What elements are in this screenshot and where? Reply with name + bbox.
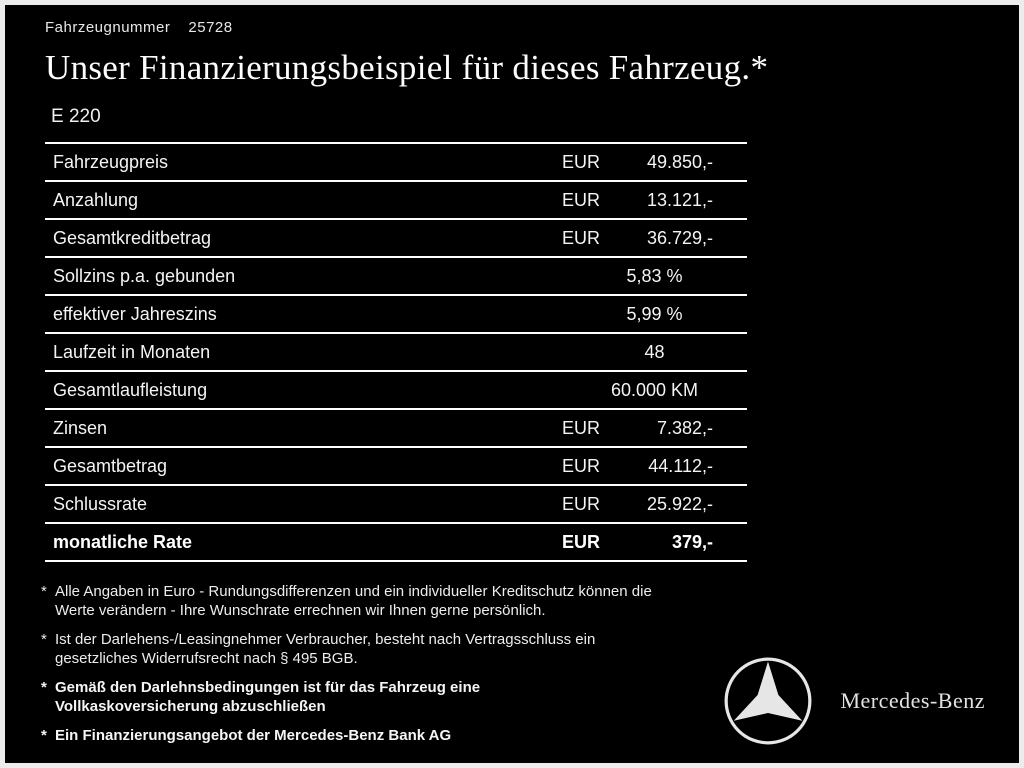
currency-label: EUR	[562, 189, 601, 210]
footnote: * Gemäß den Darlehnsbedingungen ist für d…	[41, 678, 983, 716]
footnote: * Alle Angaben in Euro - Rundungsdifferen…	[41, 582, 983, 620]
row-label: Gesamtbetrag	[53, 455, 168, 476]
footnote-marker: *	[41, 583, 47, 600]
footnote-text: Ein Finanzierungsangebot der Mercedes-Be…	[55, 727, 452, 744]
row-label: Laufzeit in Monaten	[53, 341, 211, 362]
row-value: EUR 379,-	[562, 532, 747, 553]
vehicle-model: E 220	[51, 106, 101, 127]
amount-value: 25.922,-	[646, 493, 713, 514]
table-row: Zinsen EUR 7.382,-	[45, 408, 747, 446]
row-label: Schlussrate	[53, 493, 148, 514]
footnote-text: Alle Angaben in Euro - Rundungsdifferenz…	[55, 583, 652, 619]
table-row: Schlussrate EUR 25.922,-	[45, 484, 747, 522]
row-value: EUR 25.922,-	[562, 494, 747, 515]
brand-area: Mercedes-Benz	[722, 655, 985, 747]
row-value: 5,99 %	[562, 304, 747, 325]
vehicle-number-value: 25728	[188, 19, 233, 36]
row-label: effektiver Jahreszins	[53, 303, 217, 324]
row-value: EUR 13.121,-	[562, 190, 747, 211]
amount-value: 5,99 %	[626, 303, 683, 324]
footnotes: * Alle Angaben in Euro - Rundungsdifferen…	[41, 582, 983, 745]
table-row: Laufzeit in Monaten 48	[45, 332, 747, 370]
row-label: Gesamtkreditbetrag	[53, 227, 212, 248]
row-value: EUR 36.729,-	[562, 228, 747, 249]
brand-name: Mercedes-Benz	[840, 688, 985, 713]
row-value: EUR 49.850,-	[562, 152, 747, 173]
table-row: monatliche Rate EUR 379,-	[45, 522, 747, 562]
table-row: Gesamtbetrag EUR 44.112,-	[45, 446, 747, 484]
content-area: Fahrzeugnummer 25728 Unser Finanzierungsb…	[5, 5, 1019, 745]
row-label: Zinsen	[53, 417, 108, 438]
vehicle-number-row: Fahrzeugnummer 25728	[45, 15, 983, 36]
row-label: Sollzins p.a. gebunden	[53, 265, 236, 286]
row-label: monatliche Rate	[53, 531, 193, 552]
amount-value: 5,83 %	[626, 265, 683, 286]
row-label: Gesamtlaufleistung	[53, 379, 208, 400]
amount-value: 13.121,-	[646, 189, 713, 210]
row-value: EUR 7.382,-	[562, 418, 747, 439]
mercedes-star-icon	[724, 657, 812, 745]
amount-value: 36.729,-	[646, 227, 713, 248]
row-label: Anzahlung	[53, 189, 139, 210]
table-row: Fahrzeugpreis EUR 49.850,-	[45, 142, 747, 180]
footnote-marker: *	[41, 727, 47, 744]
amount-value: 60.000 KM	[610, 379, 699, 400]
currency-label: EUR	[562, 151, 601, 172]
currency-label: EUR	[562, 227, 601, 248]
row-label: Fahrzeugpreis	[53, 151, 169, 172]
row-value: 48	[562, 342, 747, 363]
currency-label: EUR	[562, 531, 601, 552]
row-value: 60.000 KM	[562, 380, 747, 401]
table-row: Anzahlung EUR 13.121,-	[45, 180, 747, 218]
table-row: effektiver Jahreszins 5,99 %	[45, 294, 747, 332]
page-title: Unser Finanzierungsbeispiel für dieses F…	[45, 48, 769, 87]
currency-label: EUR	[562, 417, 601, 438]
amount-value: 7.382,-	[656, 417, 713, 438]
currency-label: EUR	[562, 455, 601, 476]
footnote-text: Ist der Darlehens-/Leasingnehmer Verbrau…	[55, 631, 596, 667]
row-value: EUR 44.112,-	[562, 456, 747, 477]
amount-value: 49.850,-	[646, 151, 713, 172]
footnote-text: Gemäß den Darlehnsbedingungen ist für da…	[55, 679, 481, 715]
table-row: Gesamtlaufleistung 60.000 KM	[45, 370, 747, 408]
amount-value: 379,-	[671, 531, 713, 552]
row-value: 5,83 %	[562, 266, 747, 287]
vehicle-number-label: Fahrzeugnummer	[45, 19, 171, 36]
table-row: Sollzins p.a. gebunden 5,83 %	[45, 256, 747, 294]
amount-value: 44.112,-	[648, 455, 713, 476]
footnote: * Ist der Darlehens-/Leasingnehmer Verbra…	[41, 630, 983, 668]
footnote-marker: *	[41, 631, 47, 648]
table-row: Gesamtkreditbetrag EUR 36.729,-	[45, 218, 747, 256]
finance-table: Fahrzeugpreis EUR 49.850,- Anzahlung EUR 13.1…	[45, 142, 747, 562]
amount-value: 48	[644, 341, 665, 362]
currency-label: EUR	[562, 493, 601, 514]
footnote-marker: *	[41, 679, 47, 696]
footnote: * Ein Finanzierungsangebot der Mercedes-B…	[41, 726, 983, 745]
